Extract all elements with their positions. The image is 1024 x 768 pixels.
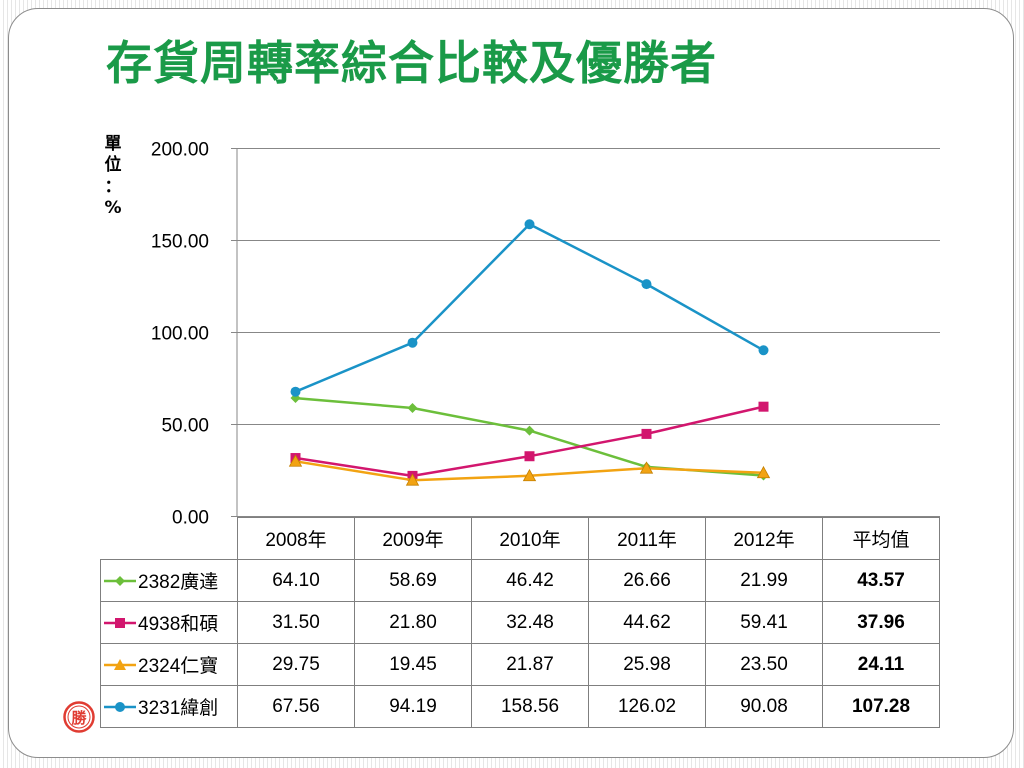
data-point-circle	[407, 337, 418, 348]
average-cell: 107.28	[822, 685, 940, 728]
series-line	[295, 222, 765, 393]
table-row: 2382廣達 64.10 58.69 46.42 26.66 21.99 43.…	[100, 559, 940, 602]
value-cell: 23.50	[705, 643, 823, 686]
data-point-triangle	[288, 454, 303, 467]
series-line	[295, 405, 764, 478]
value-cell: 21.80	[354, 601, 472, 644]
value-cell: 94.19	[354, 685, 472, 728]
unit-label-char: 單	[104, 134, 122, 154]
series-cell: 2382廣達	[100, 559, 238, 602]
data-point-triangle	[405, 473, 420, 486]
data-point-triangle	[639, 461, 654, 474]
data-point-triangle	[756, 465, 771, 479]
data-point-triangle	[522, 468, 537, 482]
year-header: 2008年	[237, 517, 355, 560]
legend-key-diamond	[104, 575, 136, 586]
value-cell: 19.45	[354, 643, 472, 686]
series-label: 2382廣達	[138, 572, 219, 593]
y-tick-label: 50.00	[161, 416, 209, 437]
winner-stamp-icon: 勝	[63, 701, 95, 733]
table-row: 3231緯創 67.56 94.19 158.56 126.02 90.08 1…	[100, 685, 940, 728]
value-cell: 29.75	[237, 643, 355, 686]
unit-label-char: %	[104, 197, 122, 218]
value-cell: 25.98	[588, 643, 706, 686]
value-cell: 67.56	[237, 685, 355, 728]
slide-title: 存貨周轉率綜合比較及優勝者	[106, 36, 717, 90]
year-header: 2012年	[705, 517, 823, 560]
data-point-circle	[524, 219, 535, 230]
legend-key-circle	[104, 701, 136, 712]
series-label: 2324仁寶	[138, 656, 219, 677]
data-point-circle	[641, 279, 652, 290]
series-line	[295, 396, 764, 477]
year-header: 2009年	[354, 517, 472, 560]
value-cell: 59.41	[705, 601, 823, 644]
data-point-square	[524, 451, 535, 462]
value-cell: 21.87	[471, 643, 589, 686]
average-cell: 43.57	[822, 559, 940, 602]
value-cell: 58.69	[354, 559, 472, 602]
year-header: 2010年	[471, 517, 589, 560]
y-tick-label: 150.00	[151, 232, 209, 253]
series-label: 3231緯創	[138, 698, 219, 719]
value-cell: 90.08	[705, 685, 823, 728]
unit-label-char: 位	[104, 155, 122, 176]
value-cell: 158.56	[471, 685, 589, 728]
unit-label-char: ：	[104, 176, 122, 197]
value-cell: 32.48	[471, 601, 589, 644]
legend-key-square	[104, 617, 136, 628]
table-header-row: 2008年 2009年 2010年 2011年 2012年 平均值	[101, 517, 940, 560]
y-axis-ticks: 0.00 50.00 100.00 150.00 200.00	[151, 140, 209, 529]
y-tick-label: 100.00	[151, 324, 209, 345]
average-cell: 24.11	[822, 643, 940, 686]
series-cell: 2324仁寶	[100, 643, 238, 686]
gridlines	[231, 148, 940, 517]
table-corner	[101, 518, 238, 560]
value-cell: 21.99	[705, 559, 823, 602]
series-lines	[288, 219, 771, 486]
series-cell: 4938和碩	[100, 601, 238, 644]
value-cell: 64.10	[237, 559, 355, 602]
data-point-circle	[290, 386, 301, 397]
value-cell: 46.42	[471, 559, 589, 602]
value-cell: 26.66	[588, 559, 706, 602]
data-point-square	[641, 428, 652, 439]
average-header: 平均值	[822, 517, 940, 560]
series-label: 4938和碩	[138, 614, 219, 635]
winner-badge-text: 勝	[71, 709, 87, 727]
y-tick-label: 200.00	[151, 140, 209, 161]
legend-key-triangle	[104, 658, 136, 670]
table-row: 2324仁寶 29.75 19.45 21.87 25.98 23.50 24.…	[100, 643, 940, 686]
data-point-square	[758, 401, 769, 412]
y-tick-label: 0.00	[172, 508, 209, 529]
data-point-diamond	[407, 403, 418, 414]
year-header: 2011年	[588, 517, 706, 560]
unit-label: 單 位 ： %	[100, 134, 126, 219]
series-cell: 3231緯創	[100, 685, 238, 728]
value-cell: 126.02	[588, 685, 706, 728]
value-cell: 31.50	[237, 601, 355, 644]
table-row: 4938和碩 31.50 21.80 32.48 44.62 59.41 37.…	[100, 601, 940, 644]
data-point-diamond	[524, 425, 535, 436]
average-cell: 37.96	[822, 601, 940, 644]
data-table: 2008年 2009年 2010年 2011年 2012年 平均值 2382廣達…	[100, 517, 940, 728]
data-point-circle	[758, 345, 769, 356]
value-cell: 44.62	[588, 601, 706, 644]
